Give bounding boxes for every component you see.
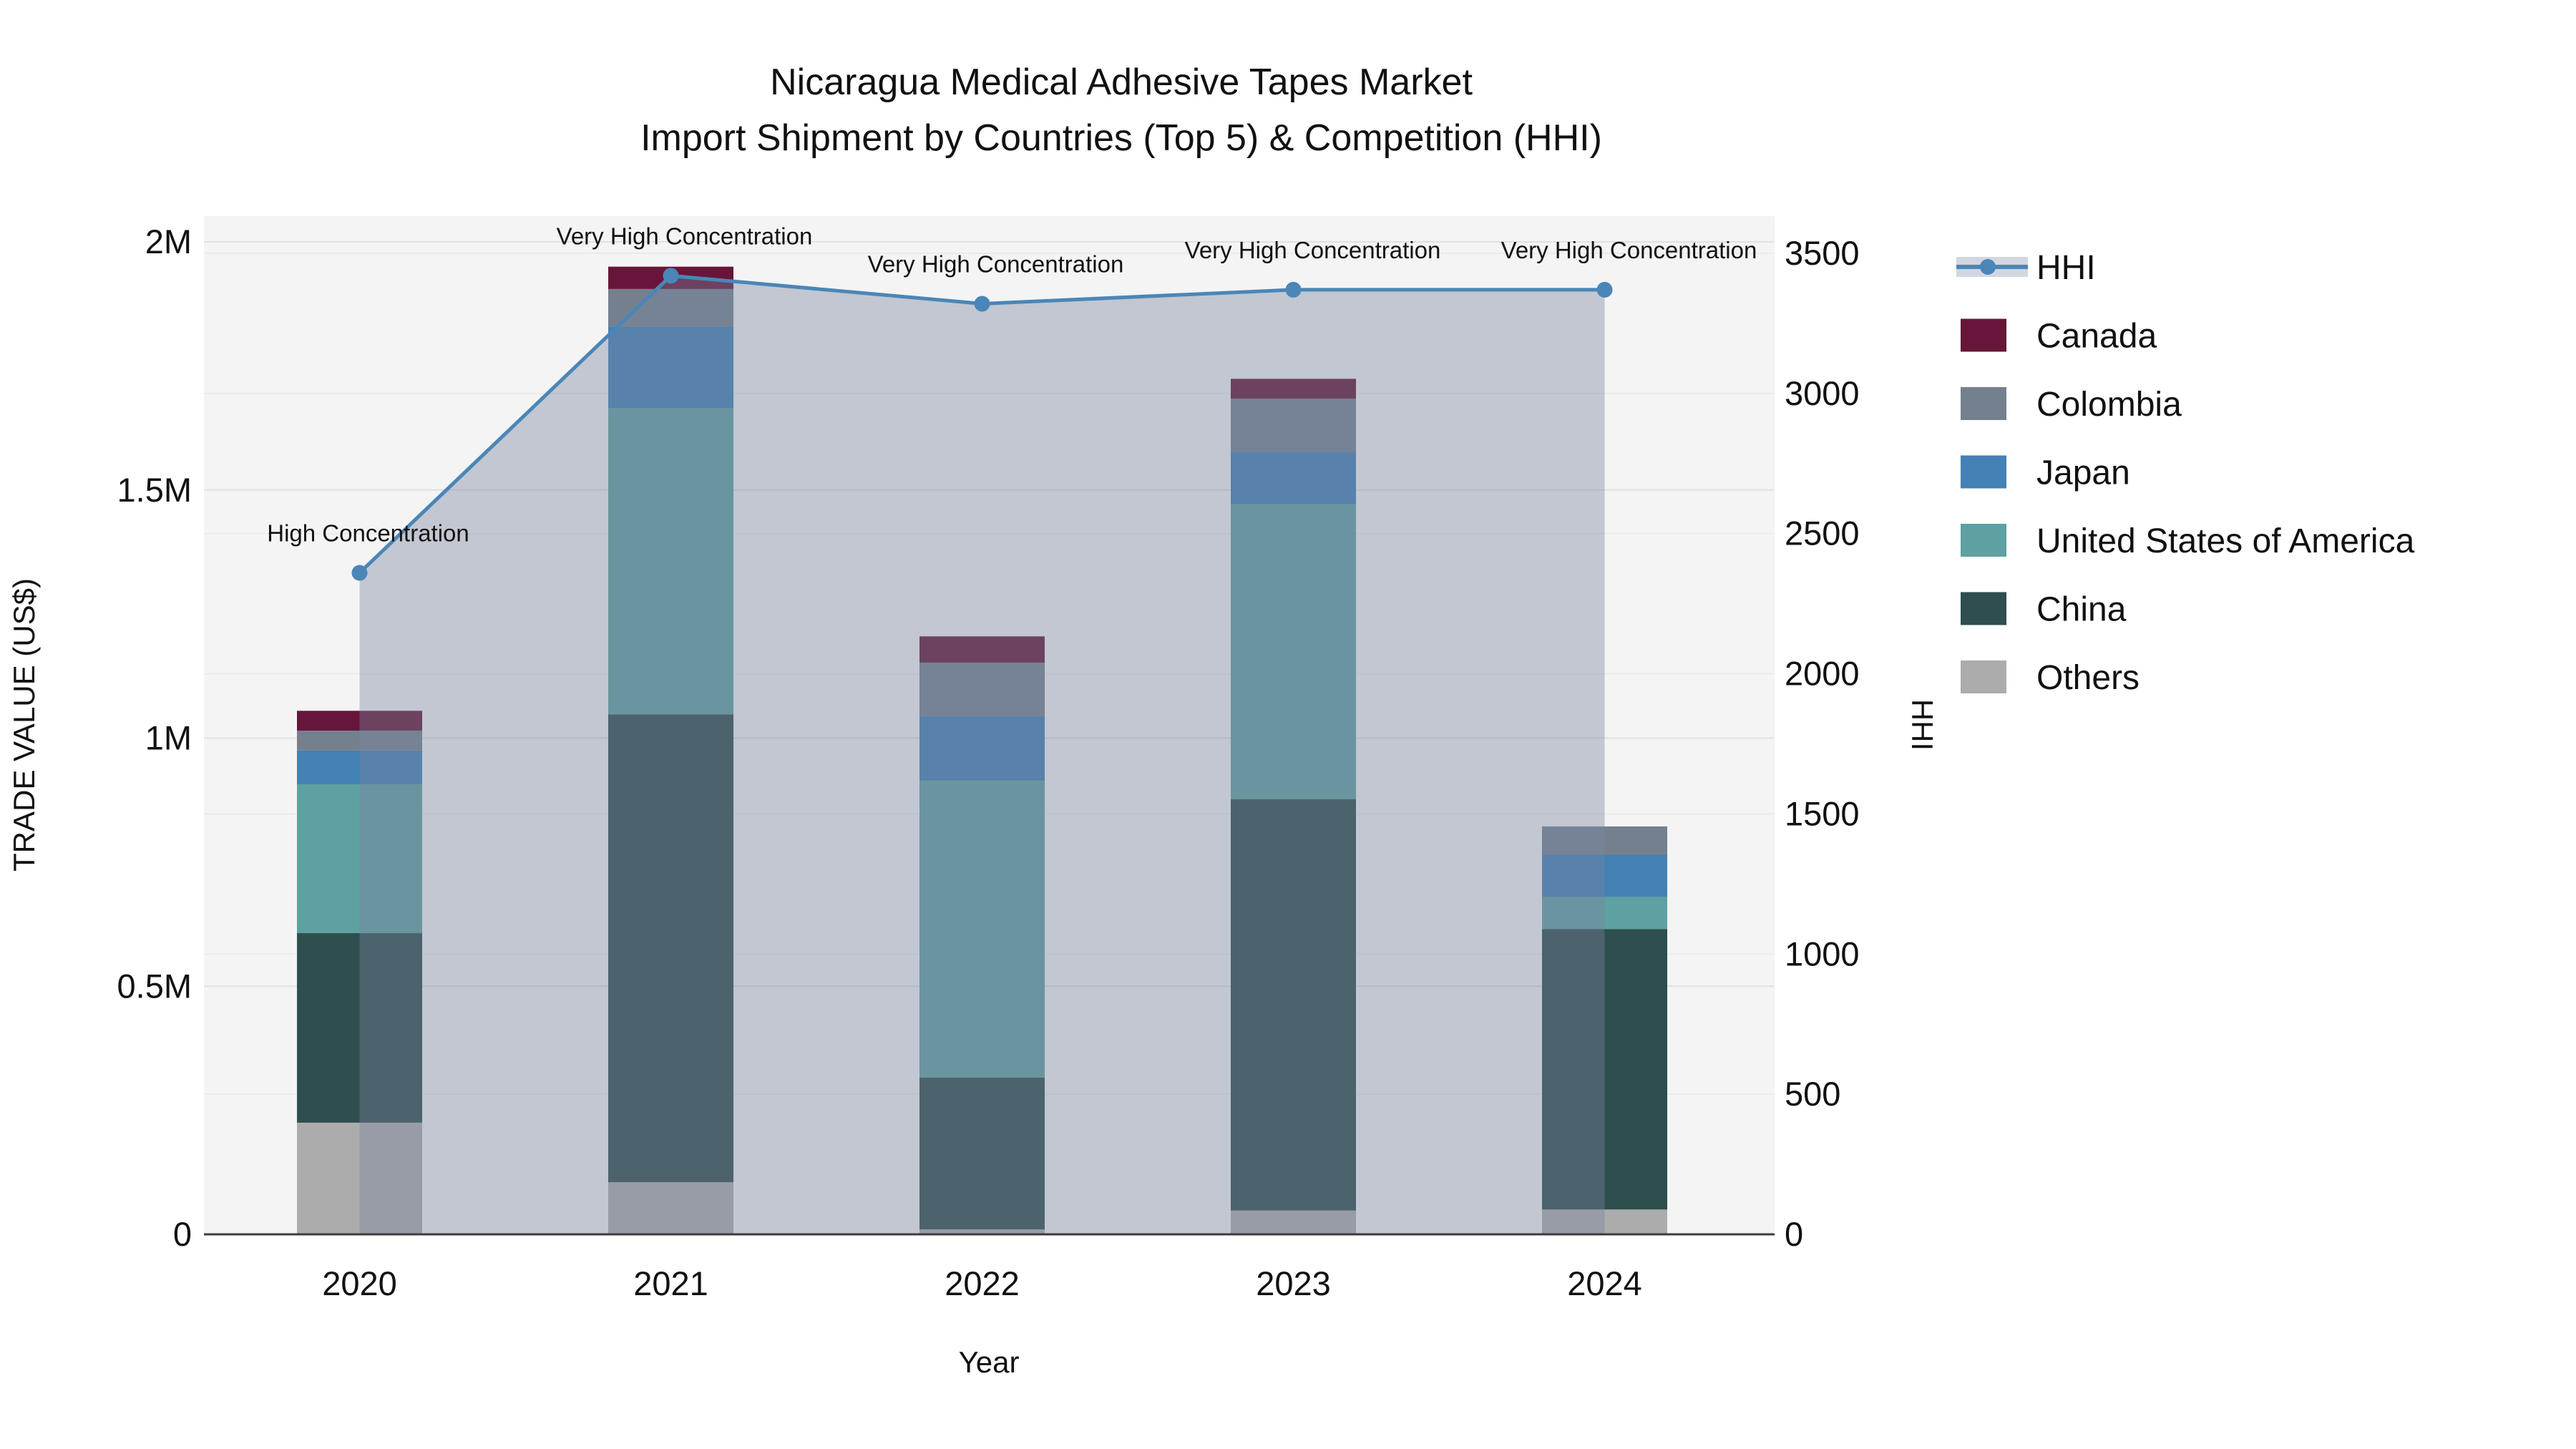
- legend-item-colombia[interactable]: Colombia: [1961, 386, 2182, 424]
- legend-item-japan[interactable]: Japan: [1961, 454, 2130, 492]
- legend-label: Canada: [2036, 318, 2157, 356]
- bar-segment-colombia-2023[interactable]: [1231, 399, 1356, 453]
- annotation-2021: Very High Concentration: [557, 223, 813, 249]
- y-right-tick: 3500: [1785, 234, 1860, 272]
- hhi-marker-2021[interactable]: [663, 268, 679, 284]
- bar-segment-united-states-of-america-2022[interactable]: [919, 781, 1045, 1078]
- legend-swatch-colombia: [1961, 387, 2006, 420]
- y-right-tick: 2500: [1785, 514, 1860, 552]
- bar-segment-japan-2020[interactable]: [297, 750, 422, 784]
- legend-swatch-japan: [1961, 455, 2006, 489]
- annotation-2024: Very High Concentration: [1501, 237, 1757, 263]
- y-right-tick: 1500: [1785, 794, 1860, 832]
- chart-title-line-1: Nicaragua Medical Adhesive Tapes Market: [770, 62, 1473, 103]
- bar-segment-china-2023[interactable]: [1231, 799, 1356, 1211]
- hhi-marker-2024[interactable]: [1596, 281, 1613, 298]
- hhi-marker-2022[interactable]: [974, 296, 990, 312]
- bar-segment-china-2024[interactable]: [1542, 929, 1667, 1210]
- bar-segment-others-2024[interactable]: [1542, 1209, 1667, 1234]
- y-left-axis-title: TRADE VALUE (US$): [7, 578, 41, 872]
- bar-segment-others-2021[interactable]: [608, 1182, 733, 1234]
- y-right-tick: 0: [1785, 1215, 1803, 1253]
- annotation-2020: High Concentration: [267, 520, 469, 547]
- y-left-tick: 0: [173, 1215, 192, 1253]
- legend-label: United States of America: [2036, 522, 2415, 560]
- legend-label: Colombia: [2036, 386, 2182, 424]
- legend-label: China: [2036, 591, 2127, 629]
- legend-item-others[interactable]: Others: [1961, 659, 2140, 697]
- legend-label: Japan: [2036, 454, 2130, 492]
- hhi-area-fill: [359, 275, 1605, 1234]
- legend-label: Others: [2036, 659, 2140, 697]
- bar-segment-japan-2022[interactable]: [919, 716, 1045, 781]
- y-right-axis-title: HHI: [1906, 699, 1939, 751]
- bar-segment-colombia-2022[interactable]: [919, 663, 1045, 716]
- bar-segment-others-2020[interactable]: [297, 1122, 422, 1234]
- y-left-tick: 0.5M: [117, 967, 192, 1005]
- bar-segment-others-2023[interactable]: [1231, 1210, 1356, 1234]
- legend-swatch-others: [1961, 660, 2006, 693]
- bar-segment-japan-2023[interactable]: [1231, 452, 1356, 504]
- x-tick-2020: 2020: [322, 1264, 397, 1302]
- bar-segment-china-2020[interactable]: [297, 933, 422, 1123]
- bar-segment-colombia-2020[interactable]: [297, 731, 422, 751]
- x-tick-2022: 2022: [945, 1264, 1020, 1302]
- bar-segment-colombia-2024[interactable]: [1542, 826, 1667, 855]
- y-right-tick: 1000: [1785, 935, 1860, 972]
- bar-segment-united-states-of-america-2024[interactable]: [1542, 897, 1667, 930]
- y-right-tick: 500: [1785, 1075, 1840, 1113]
- y-left-tick: 1.5M: [117, 471, 192, 509]
- y-right-tick: 3000: [1785, 374, 1860, 412]
- chart-title-line-2: Import Shipment by Countries (Top 5) & C…: [640, 117, 1602, 159]
- hhi-marker-2020[interactable]: [351, 565, 368, 581]
- bar-segment-china-2021[interactable]: [608, 714, 733, 1183]
- annotation-2022: Very High Concentration: [868, 251, 1124, 278]
- hhi-marker-2023[interactable]: [1285, 281, 1302, 298]
- legend-item-canada[interactable]: Canada: [1961, 318, 2157, 356]
- bar-segment-united-states-of-america-2021[interactable]: [608, 408, 733, 715]
- legend-label: HHI: [2036, 249, 2096, 287]
- bar-segment-colombia-2021[interactable]: [608, 288, 733, 327]
- bar-segment-united-states-of-america-2020[interactable]: [297, 784, 422, 934]
- legend-item-hhi[interactable]: HHI: [1956, 249, 2096, 287]
- legend-swatch-united-states-of-america: [1961, 524, 2006, 557]
- annotation-2023: Very High Concentration: [1185, 237, 1441, 263]
- legend-item-united-states-of-america[interactable]: United States of America: [1961, 522, 2415, 560]
- bar-segment-japan-2024[interactable]: [1542, 854, 1667, 897]
- y-right-tick: 2000: [1785, 655, 1860, 693]
- x-tick-2021: 2021: [633, 1264, 708, 1302]
- x-tick-2024: 2024: [1567, 1264, 1642, 1302]
- x-axis-title: Year: [959, 1345, 1020, 1379]
- bar-segment-china-2022[interactable]: [919, 1077, 1045, 1230]
- bar-segment-others-2022[interactable]: [919, 1229, 1045, 1234]
- bar-segment-canada-2020[interactable]: [297, 711, 422, 731]
- bar-segment-canada-2022[interactable]: [919, 636, 1045, 663]
- bar-segment-united-states-of-america-2023[interactable]: [1231, 504, 1356, 799]
- bar-segment-japan-2021[interactable]: [608, 326, 733, 409]
- legend-swatch-canada: [1961, 318, 2006, 352]
- y-left-tick: 1M: [145, 719, 192, 757]
- bar-segment-canada-2023[interactable]: [1231, 379, 1356, 399]
- y-left-tick: 2M: [145, 223, 192, 260]
- legend-swatch-china: [1961, 592, 2006, 625]
- x-tick-2023: 2023: [1256, 1264, 1331, 1302]
- legend-hhi-marker: [1980, 259, 1996, 275]
- legend-item-china[interactable]: China: [1961, 591, 2127, 629]
